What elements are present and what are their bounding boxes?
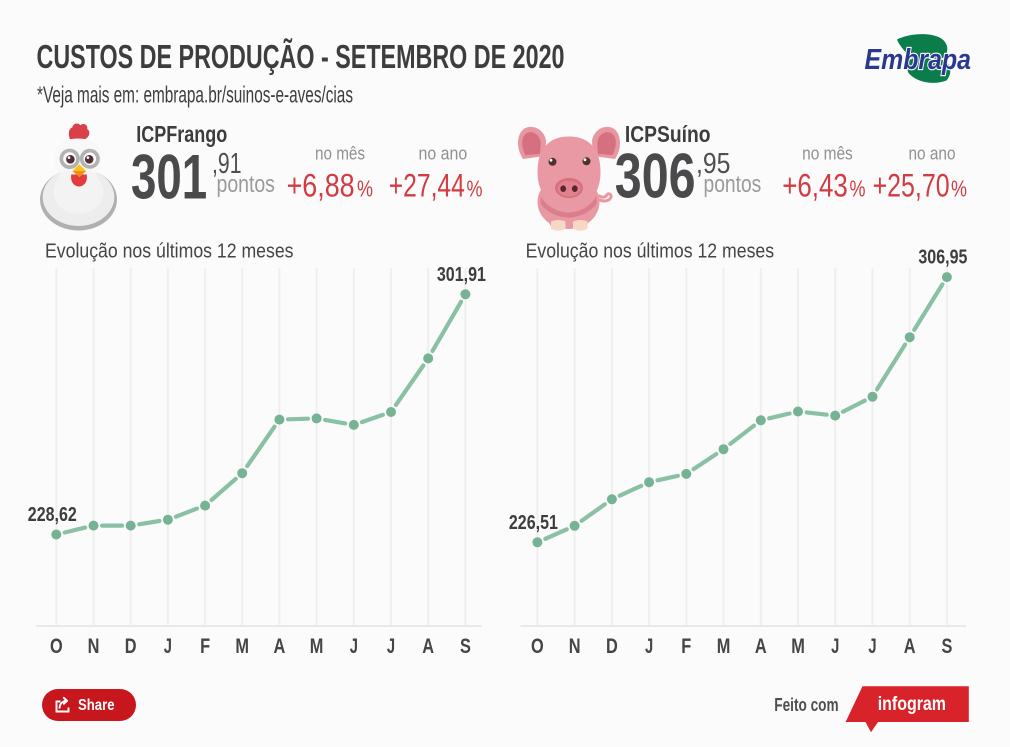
svg-text:%: % [467, 176, 483, 202]
svg-text:*Veja mais em: embrapa.br/suin: *Veja mais em: embrapa.br/suinos-e-aves/… [37, 81, 353, 107]
svg-text:,95: ,95 [696, 148, 730, 180]
svg-text:A: A [904, 635, 916, 658]
svg-text:N: N [569, 635, 581, 658]
svg-text:ICPFrango: ICPFrango [136, 121, 227, 147]
svg-text:M: M [310, 635, 324, 658]
svg-text:226,51: 226,51 [509, 512, 558, 534]
svg-text:N: N [88, 635, 100, 658]
svg-text:+6,88: +6,88 [287, 168, 355, 204]
svg-text:J: J [868, 635, 876, 658]
svg-text:228,62: 228,62 [28, 504, 77, 526]
svg-text:%: % [850, 176, 866, 202]
svg-text:J: J [164, 635, 172, 658]
svg-text:S: S [941, 635, 952, 658]
svg-text:M: M [235, 635, 249, 658]
svg-text:306,95: 306,95 [918, 247, 967, 269]
svg-text:pontos: pontos [217, 171, 275, 198]
svg-text:F: F [200, 635, 210, 658]
svg-text:infogram: infogram [878, 693, 946, 715]
svg-text:no ano: no ano [909, 144, 956, 164]
svg-text:J: J [387, 635, 395, 658]
svg-text:%: % [951, 176, 967, 202]
svg-text:no mês: no mês [315, 144, 365, 164]
svg-text:M: M [717, 635, 731, 658]
svg-text:J: J [645, 635, 653, 658]
svg-text:301: 301 [131, 143, 207, 213]
svg-text:A: A [274, 635, 286, 658]
svg-text:306: 306 [615, 142, 696, 212]
svg-text:301,91: 301,91 [437, 264, 486, 286]
svg-text:A: A [422, 635, 434, 658]
svg-text:Embrapa: Embrapa [865, 44, 972, 76]
svg-text:S: S [460, 635, 471, 658]
svg-text:Evolução nos últimos 12 meses: Evolução nos últimos 12 meses [45, 241, 294, 263]
svg-text:Feito com: Feito com [774, 694, 838, 715]
svg-text:,91: ,91 [212, 148, 242, 180]
svg-text:pontos: pontos [704, 171, 762, 198]
svg-text:Evolução nos últimos 12 meses: Evolução nos últimos 12 meses [526, 241, 775, 263]
svg-text:+25,70: +25,70 [873, 168, 950, 204]
svg-text:D: D [125, 635, 137, 658]
svg-text:%: % [357, 176, 373, 202]
svg-text:no ano: no ano [419, 144, 468, 164]
svg-text:CUSTOS DE PRODUÇÃO - SETEMBRO: CUSTOS DE PRODUÇÃO - SETEMBRO DE 2020 [37, 38, 565, 76]
svg-text:+6,43: +6,43 [782, 168, 848, 204]
svg-text:O: O [50, 635, 63, 658]
svg-text:no mês: no mês [802, 144, 853, 164]
svg-text:A: A [755, 635, 767, 658]
svg-text:O: O [531, 635, 544, 658]
svg-text:+27,44: +27,44 [389, 168, 465, 204]
svg-text:M: M [791, 635, 805, 658]
svg-text:ICPSuíno: ICPSuíno [625, 121, 711, 147]
svg-text:D: D [606, 635, 618, 658]
svg-text:F: F [681, 635, 691, 658]
svg-text:J: J [350, 635, 358, 658]
svg-text:J: J [831, 635, 839, 658]
svg-text:Share: Share [78, 697, 115, 714]
